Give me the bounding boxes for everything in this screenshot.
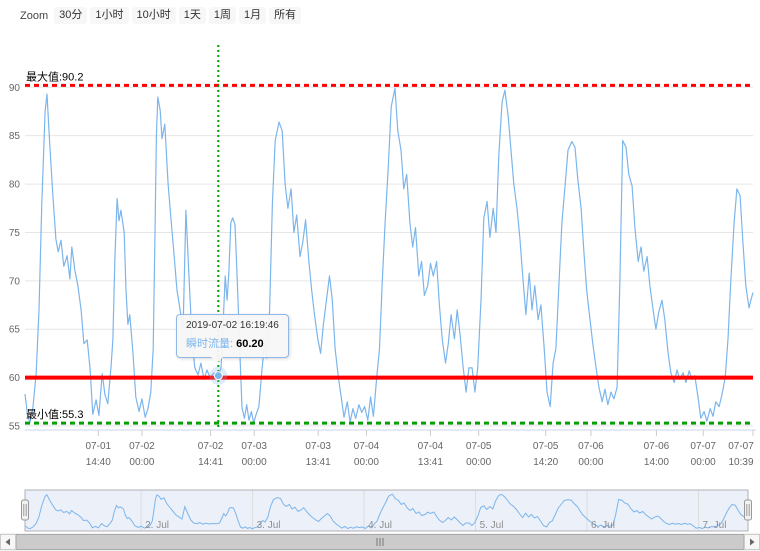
x-axis-label-time: 00:00: [466, 457, 491, 468]
y-axis-label: 70: [9, 276, 21, 287]
scrollbar-left-button[interactable]: [0, 534, 16, 550]
series-line: [24, 87, 754, 424]
navigator-day-label: 4. Jul: [368, 520, 392, 531]
scrollbar-right-button[interactable]: [744, 534, 760, 550]
x-axis-label-time: 14:41: [198, 457, 223, 468]
y-axis-label: 60: [9, 373, 21, 384]
x-axis-label-time: 00:00: [691, 457, 716, 468]
range-selector: Zoom 30分 1小时 10小时 1天 1周 1月 所有: [20, 7, 302, 24]
x-axis-label-time: 13:41: [306, 457, 331, 468]
range-button-3[interactable]: 1天: [178, 7, 206, 24]
x-axis-label-time: 00:00: [242, 457, 267, 468]
tooltip-colon: :: [230, 338, 237, 350]
y-axis-label: 90: [9, 83, 21, 94]
right-arrow-icon: [750, 538, 755, 546]
zoom-label: Zoom: [20, 9, 49, 22]
tooltip-series-name: 瞬时流量: [186, 338, 230, 350]
navigator-handle-right-body[interactable]: [744, 499, 752, 521]
navigator-handle-left-body[interactable]: [21, 499, 29, 521]
navigator-day-label: 2. Jul: [145, 520, 169, 531]
tooltip-value-line: 瞬时流量: 60.20: [186, 335, 279, 351]
x-axis-label-time: 00:00: [578, 457, 603, 468]
x-axis-label-date: 07-04: [418, 441, 444, 452]
y-axis-label: 55: [9, 422, 21, 433]
navigator-series-line: [24, 493, 749, 530]
x-axis-label-date: 07-06: [644, 441, 670, 452]
range-button-1[interactable]: 1小时: [90, 7, 129, 24]
navigator-handle-left[interactable]: [21, 499, 29, 521]
navigator-day-label: 5. Jul: [480, 520, 504, 531]
x-axis-label-date: 07-03: [305, 441, 331, 452]
y-axis-label: 80: [9, 180, 21, 191]
point-marker[interactable]: [213, 371, 223, 381]
navigator-day-label: 3. Jul: [257, 520, 281, 531]
y-axis-label: 85: [9, 131, 21, 142]
x-axis-label-date: 07-07: [728, 441, 754, 452]
range-button-6[interactable]: 所有: [269, 7, 302, 24]
x-axis-label-date: 07-03: [241, 441, 267, 452]
range-button-4[interactable]: 1周: [208, 7, 236, 24]
navigator-day-label: 6. Jul: [591, 520, 615, 531]
x-axis-label-time: 13:41: [418, 457, 443, 468]
tooltip-timestamp: 2019-07-02 16:19:46: [186, 320, 279, 331]
x-axis-label-time: 14:20: [533, 457, 558, 468]
left-arrow-icon: [5, 538, 10, 546]
x-axis-label-date: 07-02: [129, 441, 155, 452]
y-axis-label: 75: [9, 228, 21, 239]
y-axis-label: 65: [9, 325, 21, 336]
x-axis-label-date: 07-05: [466, 441, 492, 452]
x-axis-label-time: 14:00: [644, 457, 669, 468]
range-button-2[interactable]: 10小时: [131, 7, 176, 24]
x-axis-label-date: 07-07: [690, 441, 716, 452]
max-plotline-label: 最大值:90.2: [26, 69, 83, 83]
min-plotline-label: 最小值:55.3: [26, 408, 83, 421]
range-button-0[interactable]: 30分: [54, 7, 88, 24]
x-axis-label-date: 07-01: [86, 441, 112, 452]
x-axis-label-time: 00:00: [129, 457, 154, 468]
tooltip-value: 60.20: [236, 338, 264, 350]
range-button-5[interactable]: 1月: [239, 7, 267, 24]
plot-area[interactable]: [25, 45, 753, 430]
navigator-selected-range[interactable]: [25, 490, 748, 531]
tooltip: 2019-07-02 16:19:46 瞬时流量: 60.20: [176, 314, 289, 363]
x-axis-label-time: 14:40: [86, 457, 111, 468]
x-axis-label-date: 07-05: [533, 441, 559, 452]
x-axis-label-date: 07-06: [578, 441, 604, 452]
x-axis-label-date: 07-04: [354, 441, 380, 452]
x-axis-label-time: 10:39: [728, 457, 753, 468]
navigator-day-label: 7. Jul: [703, 520, 727, 531]
x-axis-label-time: 00:00: [354, 457, 379, 468]
tooltip-arrow: [211, 357, 223, 363]
navigator-handle-right[interactable]: [744, 499, 752, 521]
x-axis-label-date: 07-02: [198, 441, 224, 452]
